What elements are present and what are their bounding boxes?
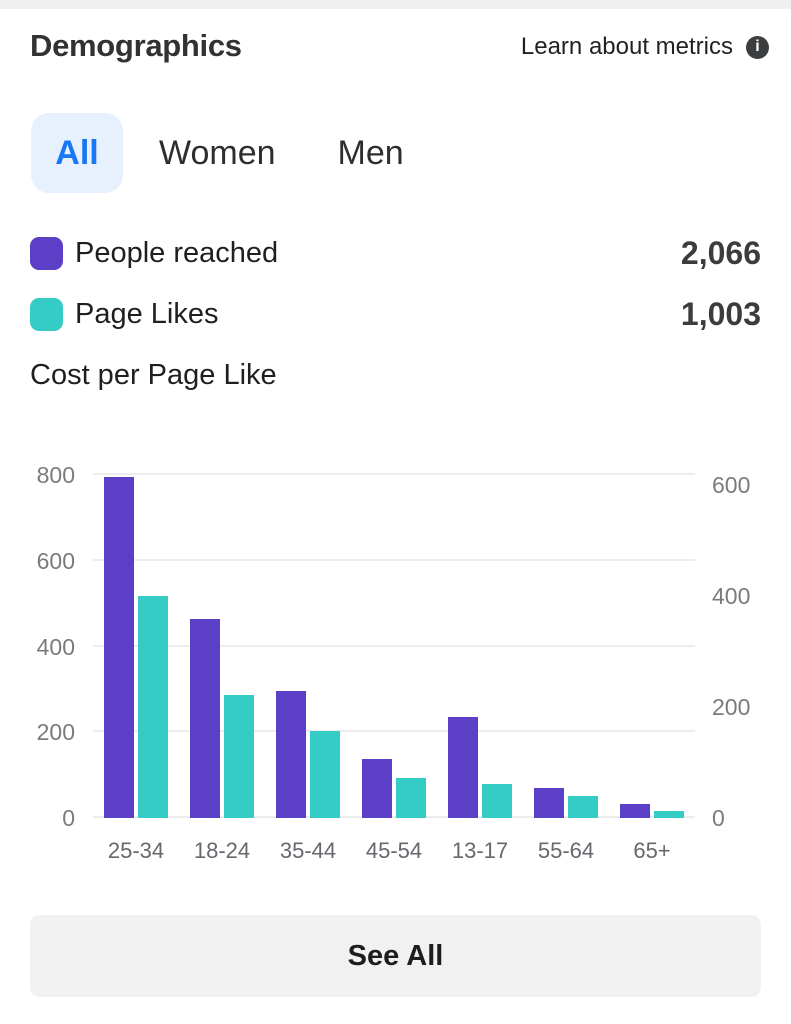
bar-page-likes[interactable] (310, 730, 340, 818)
chart-plot (93, 458, 695, 818)
top-divider (0, 0, 791, 9)
learn-about-metrics-label: Learn about metrics (520, 33, 733, 60)
bar-page-likes[interactable] (138, 596, 168, 818)
gridline (93, 730, 695, 733)
y-tick-right: 600 (712, 472, 751, 498)
page-likes-swatch (30, 297, 63, 331)
x-axis-label: 13-17 (451, 838, 509, 863)
info-icon[interactable]: i (746, 35, 769, 59)
x-axis-label: 18-24 (193, 838, 251, 863)
bar-page-likes[interactable] (224, 694, 254, 818)
chart: 0 200 400 600 800 0 200 400 600 25-34 18-24 35-44… (30, 455, 761, 875)
x-axis-label: 25-34 (107, 838, 165, 863)
gridline (93, 558, 695, 561)
gender-tabs: All Women Men (31, 113, 404, 193)
page-likes-value: 1,003 (680, 295, 761, 332)
gridline (93, 473, 695, 475)
bar-people-reached[interactable] (534, 788, 564, 818)
people-reached-label: People reached (75, 236, 279, 269)
bar-people-reached[interactable] (448, 716, 478, 818)
bar-page-likes[interactable] (568, 795, 598, 818)
tab-men[interactable]: Men (337, 133, 404, 172)
x-axis-label: 45-54 (365, 838, 423, 863)
bar-people-reached[interactable] (620, 803, 650, 818)
people-reached-value: 2,066 (680, 234, 761, 271)
y-tick-left: 200 (36, 719, 75, 746)
y-tick-right: 400 (712, 583, 751, 609)
legend-row-page-likes: Page Likes 1,003 (30, 295, 761, 332)
gridline (93, 644, 695, 647)
x-axis-label: 55-64 (537, 838, 595, 863)
x-axis-label: 65+ (633, 838, 671, 863)
bar-people-reached[interactable] (190, 618, 220, 818)
page-likes-label: Page Likes (75, 297, 219, 330)
bar-page-likes[interactable] (482, 784, 512, 818)
bar-people-reached[interactable] (362, 758, 392, 818)
y-tick-right: 200 (712, 694, 751, 720)
x-axis-label: 35-44 (279, 838, 337, 863)
tab-all[interactable]: All (31, 113, 123, 193)
page-title: Demographics (30, 28, 242, 63)
legend-row-cost-per-page-like: Cost per Page Like (30, 358, 761, 392)
bar-people-reached[interactable] (104, 477, 134, 818)
gridline (93, 816, 695, 818)
y-tick-left: 600 (36, 547, 75, 574)
y-tick-left: 0 (62, 805, 75, 831)
y-tick-left: 800 (36, 462, 75, 488)
y-tick-right: 0 (712, 805, 725, 831)
cost-per-page-like-label: Cost per Page Like (30, 358, 277, 391)
see-all-button[interactable]: See All (30, 915, 761, 997)
y-tick-left: 400 (36, 633, 75, 660)
tab-women[interactable]: Women (159, 133, 276, 172)
learn-about-metrics[interactable]: Learn about metrics i (521, 33, 769, 61)
bar-people-reached[interactable] (276, 690, 306, 818)
y-axis-right: 0 200 400 600 (712, 458, 761, 831)
legend-row-people-reached: People reached 2,066 (30, 234, 761, 271)
bar-page-likes[interactable] (396, 777, 426, 818)
bar-page-likes[interactable] (654, 811, 684, 818)
people-reached-swatch (30, 236, 63, 270)
y-axis-left: 0 200 400 600 800 (30, 458, 75, 831)
